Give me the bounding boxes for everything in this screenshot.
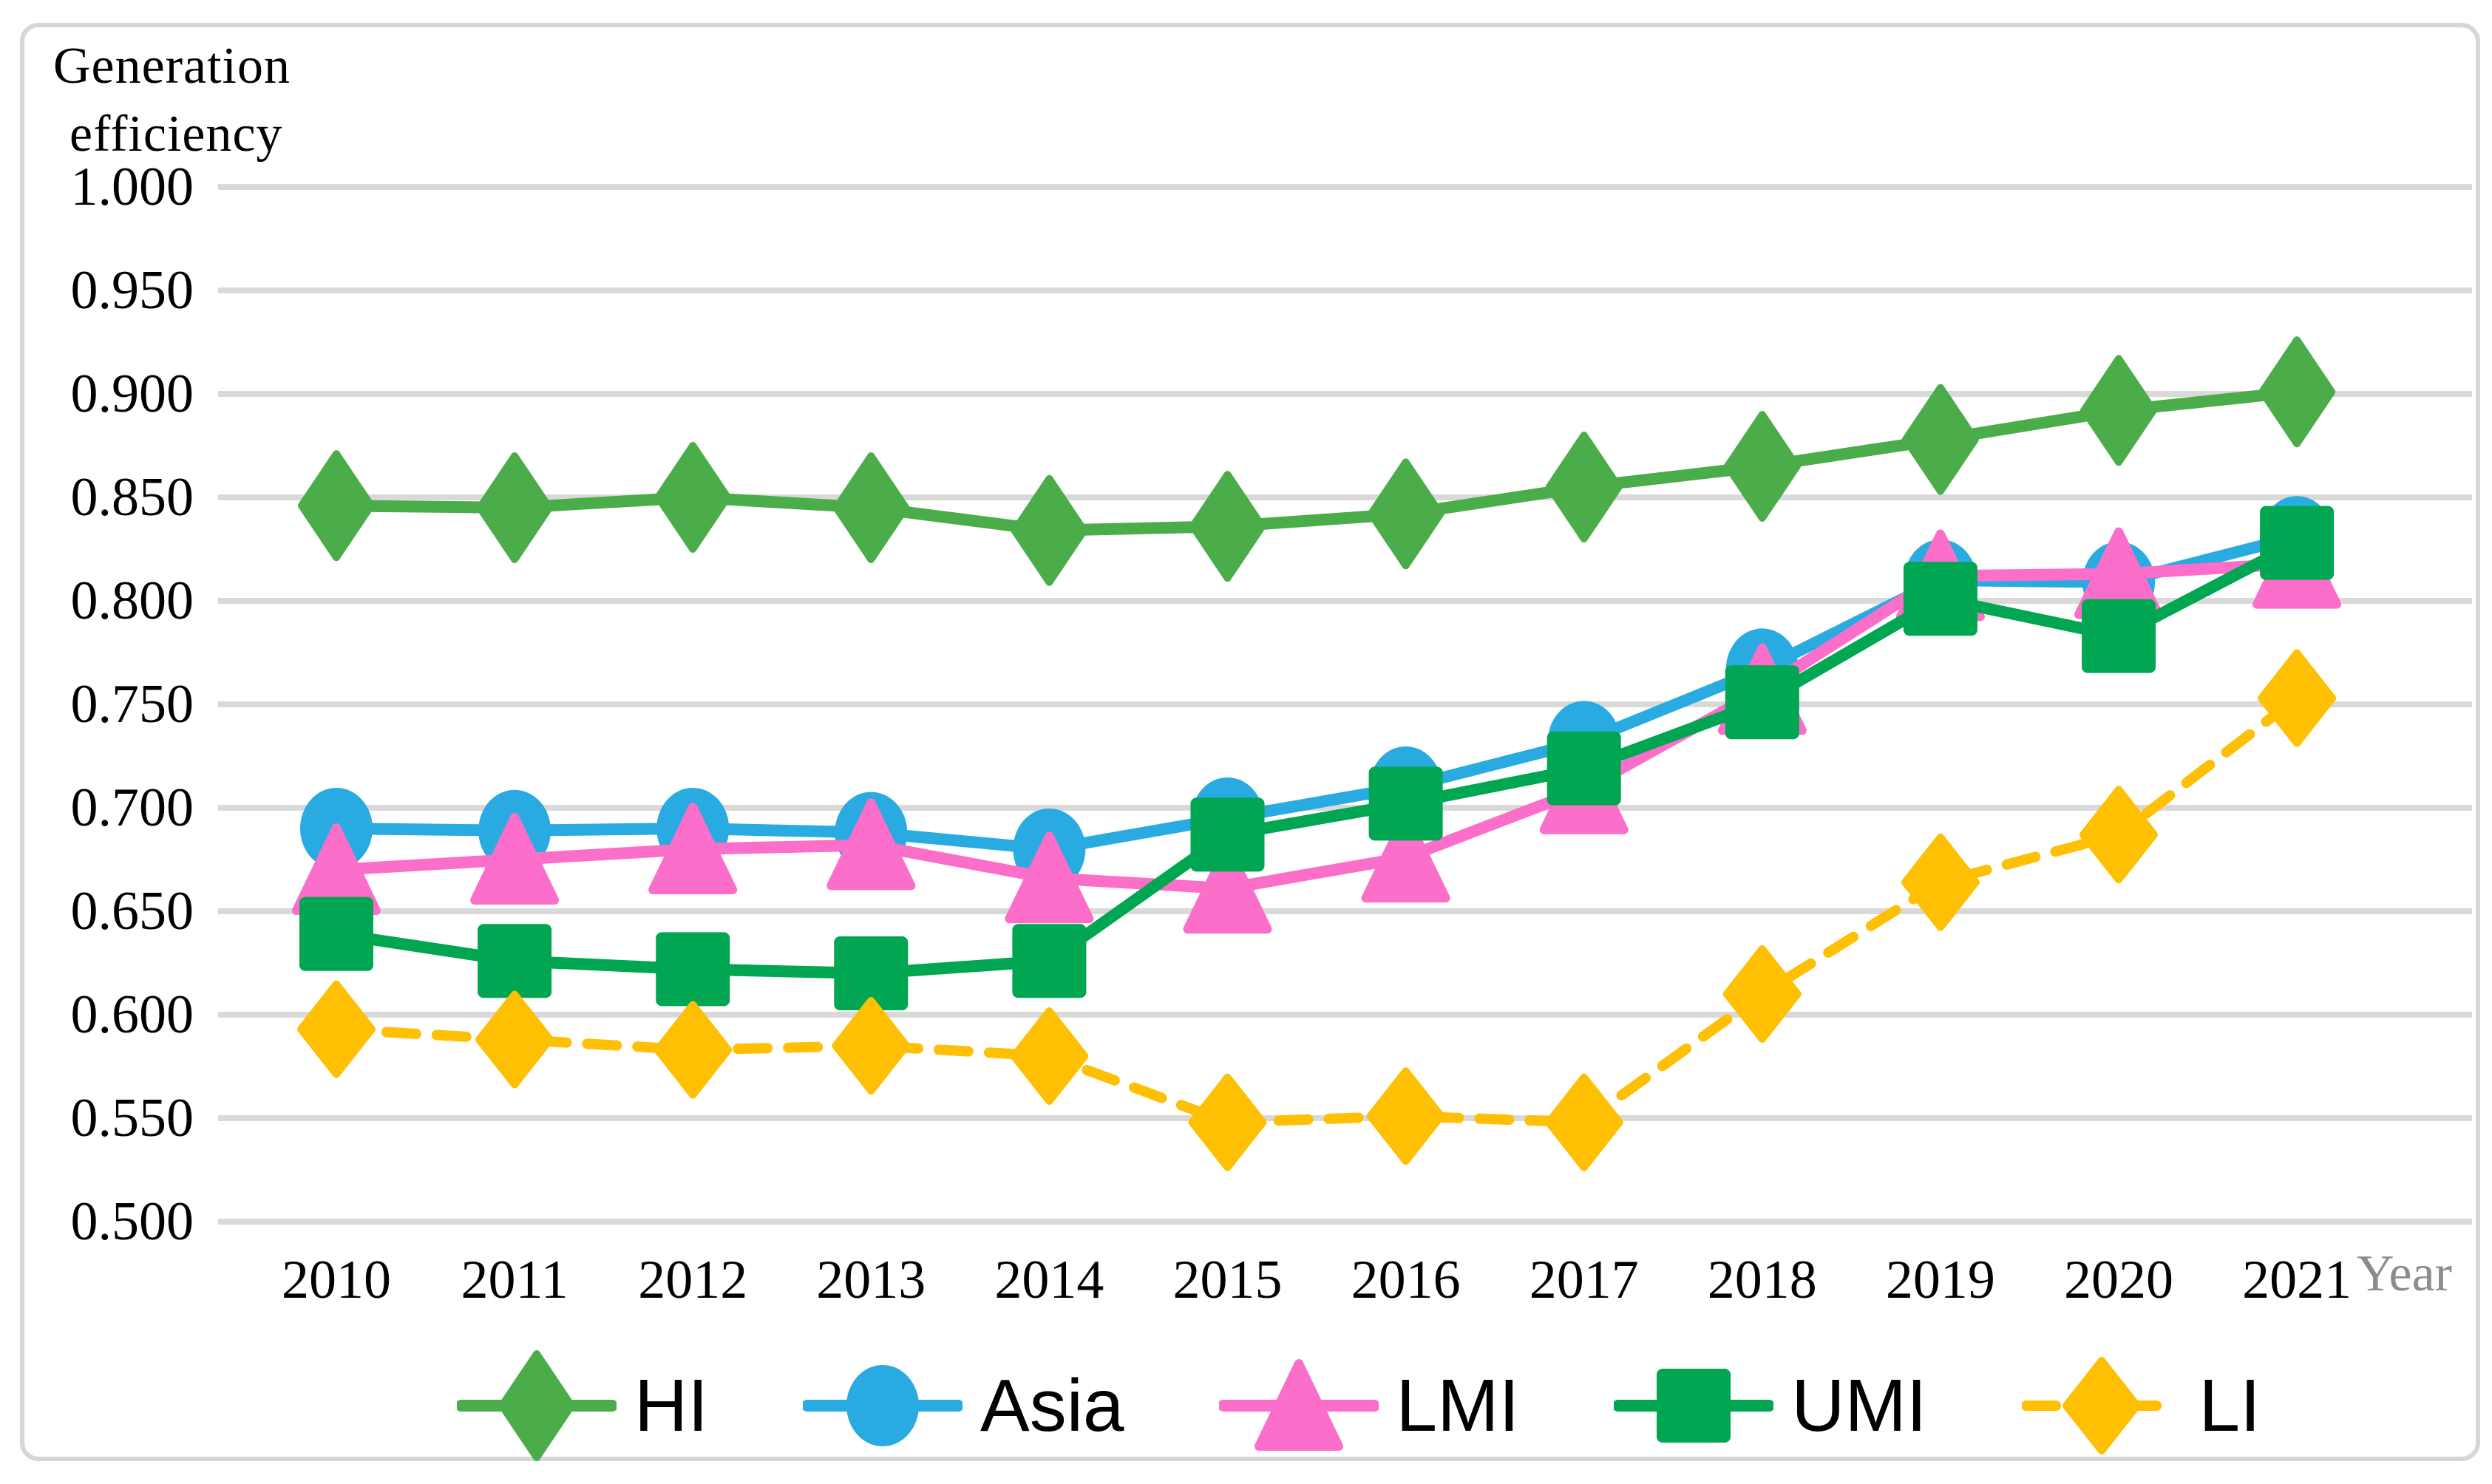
diamond-marker (653, 1001, 733, 1099)
x-tick-label: 2019 (1885, 1250, 1995, 1310)
x-tick-label: 2017 (1529, 1250, 1639, 1310)
diamond-marker (1901, 384, 1979, 495)
triangle-marker (1361, 811, 1450, 903)
series-hi (298, 336, 2336, 586)
y-tick-label: 0.600 (70, 984, 194, 1045)
x-tick-label: 2015 (1172, 1250, 1283, 1310)
diamond-marker (2062, 1357, 2141, 1454)
legend-marker-li (2021, 1357, 2182, 1454)
square-marker (478, 924, 552, 998)
square-marker (1190, 797, 1265, 872)
series-umi (299, 506, 2335, 1010)
square-marker (834, 936, 909, 1010)
square-marker (299, 896, 373, 971)
x-tick-label: 2011 (461, 1250, 568, 1310)
diamond-marker (475, 990, 554, 1089)
diamond-marker (2080, 786, 2158, 884)
legend-item-lmi: LMI (1218, 1350, 1520, 1461)
y-tick-label: 0.950 (70, 260, 194, 321)
y-tick-label: 0.500 (70, 1191, 194, 1252)
diamond-marker (476, 452, 554, 563)
diamond-marker (1010, 1007, 1089, 1105)
diamond-marker (2258, 336, 2336, 448)
legend-label-umi: UMI (1791, 1364, 1927, 1447)
legend-item-li: LI (2021, 1350, 2261, 1461)
legend-label-asia: Asia (980, 1364, 1124, 1447)
triangle-marker (1005, 831, 1094, 924)
triangle-marker (1254, 1359, 1343, 1451)
x-tick-label: 2010 (282, 1250, 391, 1310)
diamond-marker (1544, 1073, 1623, 1171)
diamond-marker (1723, 411, 1801, 522)
diamond-marker (832, 997, 911, 1095)
diamond-marker (297, 980, 376, 1078)
x-tick-label: 2021 (2242, 1250, 2352, 1310)
chart-frame (20, 23, 2480, 1461)
diamond-marker (832, 452, 910, 563)
diamond-marker (2080, 355, 2157, 466)
square-marker (1657, 1369, 1731, 1443)
square-marker (1903, 562, 1977, 636)
y-tick-label: 1.000 (70, 157, 194, 217)
square-marker (1368, 766, 1443, 841)
diamond-marker (1367, 458, 1444, 570)
y-axis-title-line2: efficiency (69, 106, 283, 163)
diamond-marker (654, 442, 732, 553)
x-tick-label: 2020 (2064, 1250, 2173, 1310)
y-tick-label: 0.750 (70, 674, 194, 735)
triangle-marker (826, 798, 916, 891)
series-asia (300, 496, 2334, 890)
square-marker (1012, 924, 1087, 998)
legend-item-asia: Asia (803, 1350, 1124, 1461)
legend-marker-lmi (1218, 1359, 1379, 1451)
x-axis-title: Year (2357, 1245, 2452, 1302)
diamond-marker (2258, 649, 2337, 747)
series-li (297, 649, 2337, 1171)
y-tick-label: 0.900 (70, 364, 194, 424)
square-marker (2082, 599, 2156, 673)
square-marker (1547, 731, 1621, 806)
y-tick-label: 0.550 (70, 1088, 194, 1148)
x-tick-label: 2012 (638, 1250, 748, 1310)
diamond-marker (1901, 833, 1980, 931)
square-marker (2260, 506, 2335, 580)
diamond-marker (298, 450, 375, 562)
legend-label-li: LI (2199, 1364, 2261, 1447)
diamond-marker (1011, 474, 1088, 586)
legend: HI Asia LMI UMI LI (457, 1350, 2261, 1461)
legend-label-hi: HI (634, 1364, 708, 1447)
diamond-marker (1366, 1067, 1445, 1165)
gridlines (218, 184, 2472, 1225)
legend-item-hi: HI (457, 1350, 708, 1461)
y-axis-title: Generation efficiency (53, 33, 291, 169)
diamond-marker (1722, 945, 1802, 1043)
series-line-hi (330, 386, 2303, 537)
y-tick-label: 0.650 (70, 881, 194, 942)
y-tick-label: 0.850 (70, 467, 194, 528)
y-tick-label: 0.700 (70, 777, 194, 838)
series-line-asia (330, 531, 2303, 855)
x-tick-label: 2014 (994, 1250, 1104, 1310)
diamond-marker (498, 1350, 575, 1461)
diamond-marker (1188, 1073, 1267, 1171)
x-tick-label: 2018 (1707, 1250, 1817, 1310)
triangle-marker (470, 813, 560, 905)
triangle-marker (1183, 842, 1272, 934)
x-tick-label: 2013 (816, 1250, 926, 1310)
diamond-marker (1189, 471, 1266, 582)
square-marker (1725, 665, 1799, 740)
triangle-marker (648, 803, 738, 894)
x-tick-label: 2016 (1351, 1250, 1461, 1310)
legend-marker-asia (803, 1365, 962, 1446)
legend-marker-umi (1614, 1369, 1774, 1443)
square-marker (656, 932, 730, 1007)
diamond-marker (1545, 432, 1623, 542)
circle-marker (846, 1365, 919, 1446)
y-axis-title-line1: Generation (53, 38, 291, 95)
legend-label-lmi: LMI (1396, 1364, 1520, 1447)
legend-item-umi: UMI (1614, 1350, 1927, 1461)
legend-marker-hi (457, 1350, 617, 1461)
y-tick-label: 0.800 (70, 571, 194, 631)
